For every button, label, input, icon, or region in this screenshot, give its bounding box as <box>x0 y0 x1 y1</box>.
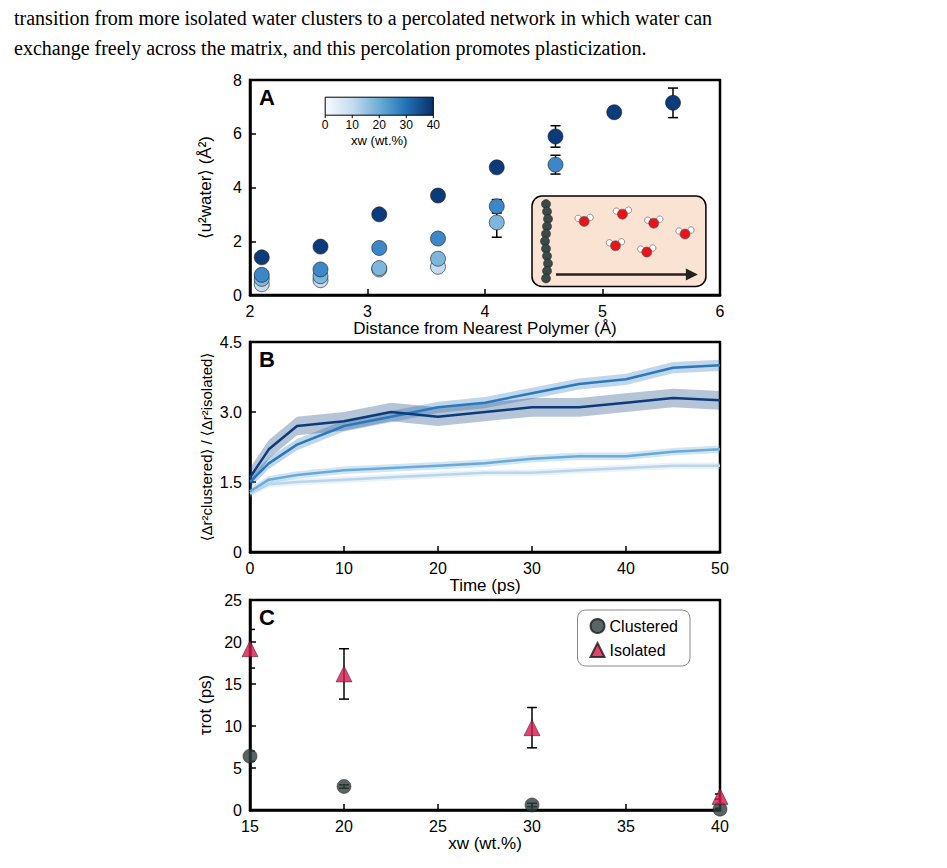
svg-text:xw (wt.%): xw (wt.%) <box>351 133 407 148</box>
svg-text:A: A <box>259 85 275 110</box>
svg-text:4: 4 <box>481 303 490 320</box>
svg-text:Isolated: Isolated <box>610 642 666 659</box>
svg-text:3: 3 <box>363 303 372 320</box>
svg-text:C: C <box>259 605 275 630</box>
svg-text:0: 0 <box>233 802 242 819</box>
svg-text:30: 30 <box>400 118 414 132</box>
svg-text:30: 30 <box>523 818 541 835</box>
svg-text:τrot (ps): τrot (ps) <box>196 675 215 736</box>
svg-text:5: 5 <box>233 760 242 777</box>
svg-text:0: 0 <box>322 118 329 132</box>
svg-text:40: 40 <box>617 560 635 577</box>
svg-text:6: 6 <box>716 303 725 320</box>
svg-text:0: 0 <box>246 560 255 577</box>
svg-text:⟨u²water⟩ (Å²): ⟨u²water⟩ (Å²) <box>196 136 215 239</box>
svg-text:3.0: 3.0 <box>220 404 242 421</box>
svg-text:exchange freely across the mat: exchange freely across the matrix, and t… <box>14 37 647 60</box>
svg-text:transition from more isolated: transition from more isolated water clus… <box>14 7 712 30</box>
svg-text:25: 25 <box>224 592 242 609</box>
svg-text:20: 20 <box>224 634 242 651</box>
svg-text:20: 20 <box>335 818 353 835</box>
svg-text:10: 10 <box>224 718 242 735</box>
svg-text:10: 10 <box>346 118 360 132</box>
svg-text:10: 10 <box>335 560 353 577</box>
svg-text:Time (ps): Time (ps) <box>449 576 520 595</box>
svg-text:8: 8 <box>233 72 242 89</box>
svg-text:40: 40 <box>427 118 441 132</box>
svg-text:0: 0 <box>233 287 242 304</box>
svg-text:50: 50 <box>711 560 729 577</box>
svg-text:5: 5 <box>598 303 607 320</box>
svg-text:xw (wt.%): xw (wt.%) <box>448 834 522 853</box>
svg-text:4: 4 <box>233 179 242 196</box>
svg-text:2: 2 <box>246 303 255 320</box>
svg-text:15: 15 <box>241 818 259 835</box>
svg-text:1.5: 1.5 <box>220 474 242 491</box>
svg-text:6: 6 <box>233 125 242 142</box>
svg-text:⟨Δr²clustered⟩ / ⟨Δr²isolated⟩: ⟨Δr²clustered⟩ / ⟨Δr²isolated⟩ <box>198 353 215 542</box>
svg-text:35: 35 <box>617 818 635 835</box>
svg-text:Distance from Nearest Polymer: Distance from Nearest Polymer (Å) <box>353 319 617 338</box>
svg-text:Clustered: Clustered <box>610 618 678 635</box>
svg-text:0: 0 <box>233 544 242 561</box>
svg-text:4.5: 4.5 <box>220 334 242 351</box>
svg-text:20: 20 <box>429 560 447 577</box>
svg-text:40: 40 <box>711 818 729 835</box>
svg-text:25: 25 <box>429 818 447 835</box>
svg-text:20: 20 <box>373 118 387 132</box>
svg-text:2: 2 <box>233 233 242 250</box>
svg-text:B: B <box>259 347 275 372</box>
svg-text:30: 30 <box>523 560 541 577</box>
svg-text:15: 15 <box>224 676 242 693</box>
